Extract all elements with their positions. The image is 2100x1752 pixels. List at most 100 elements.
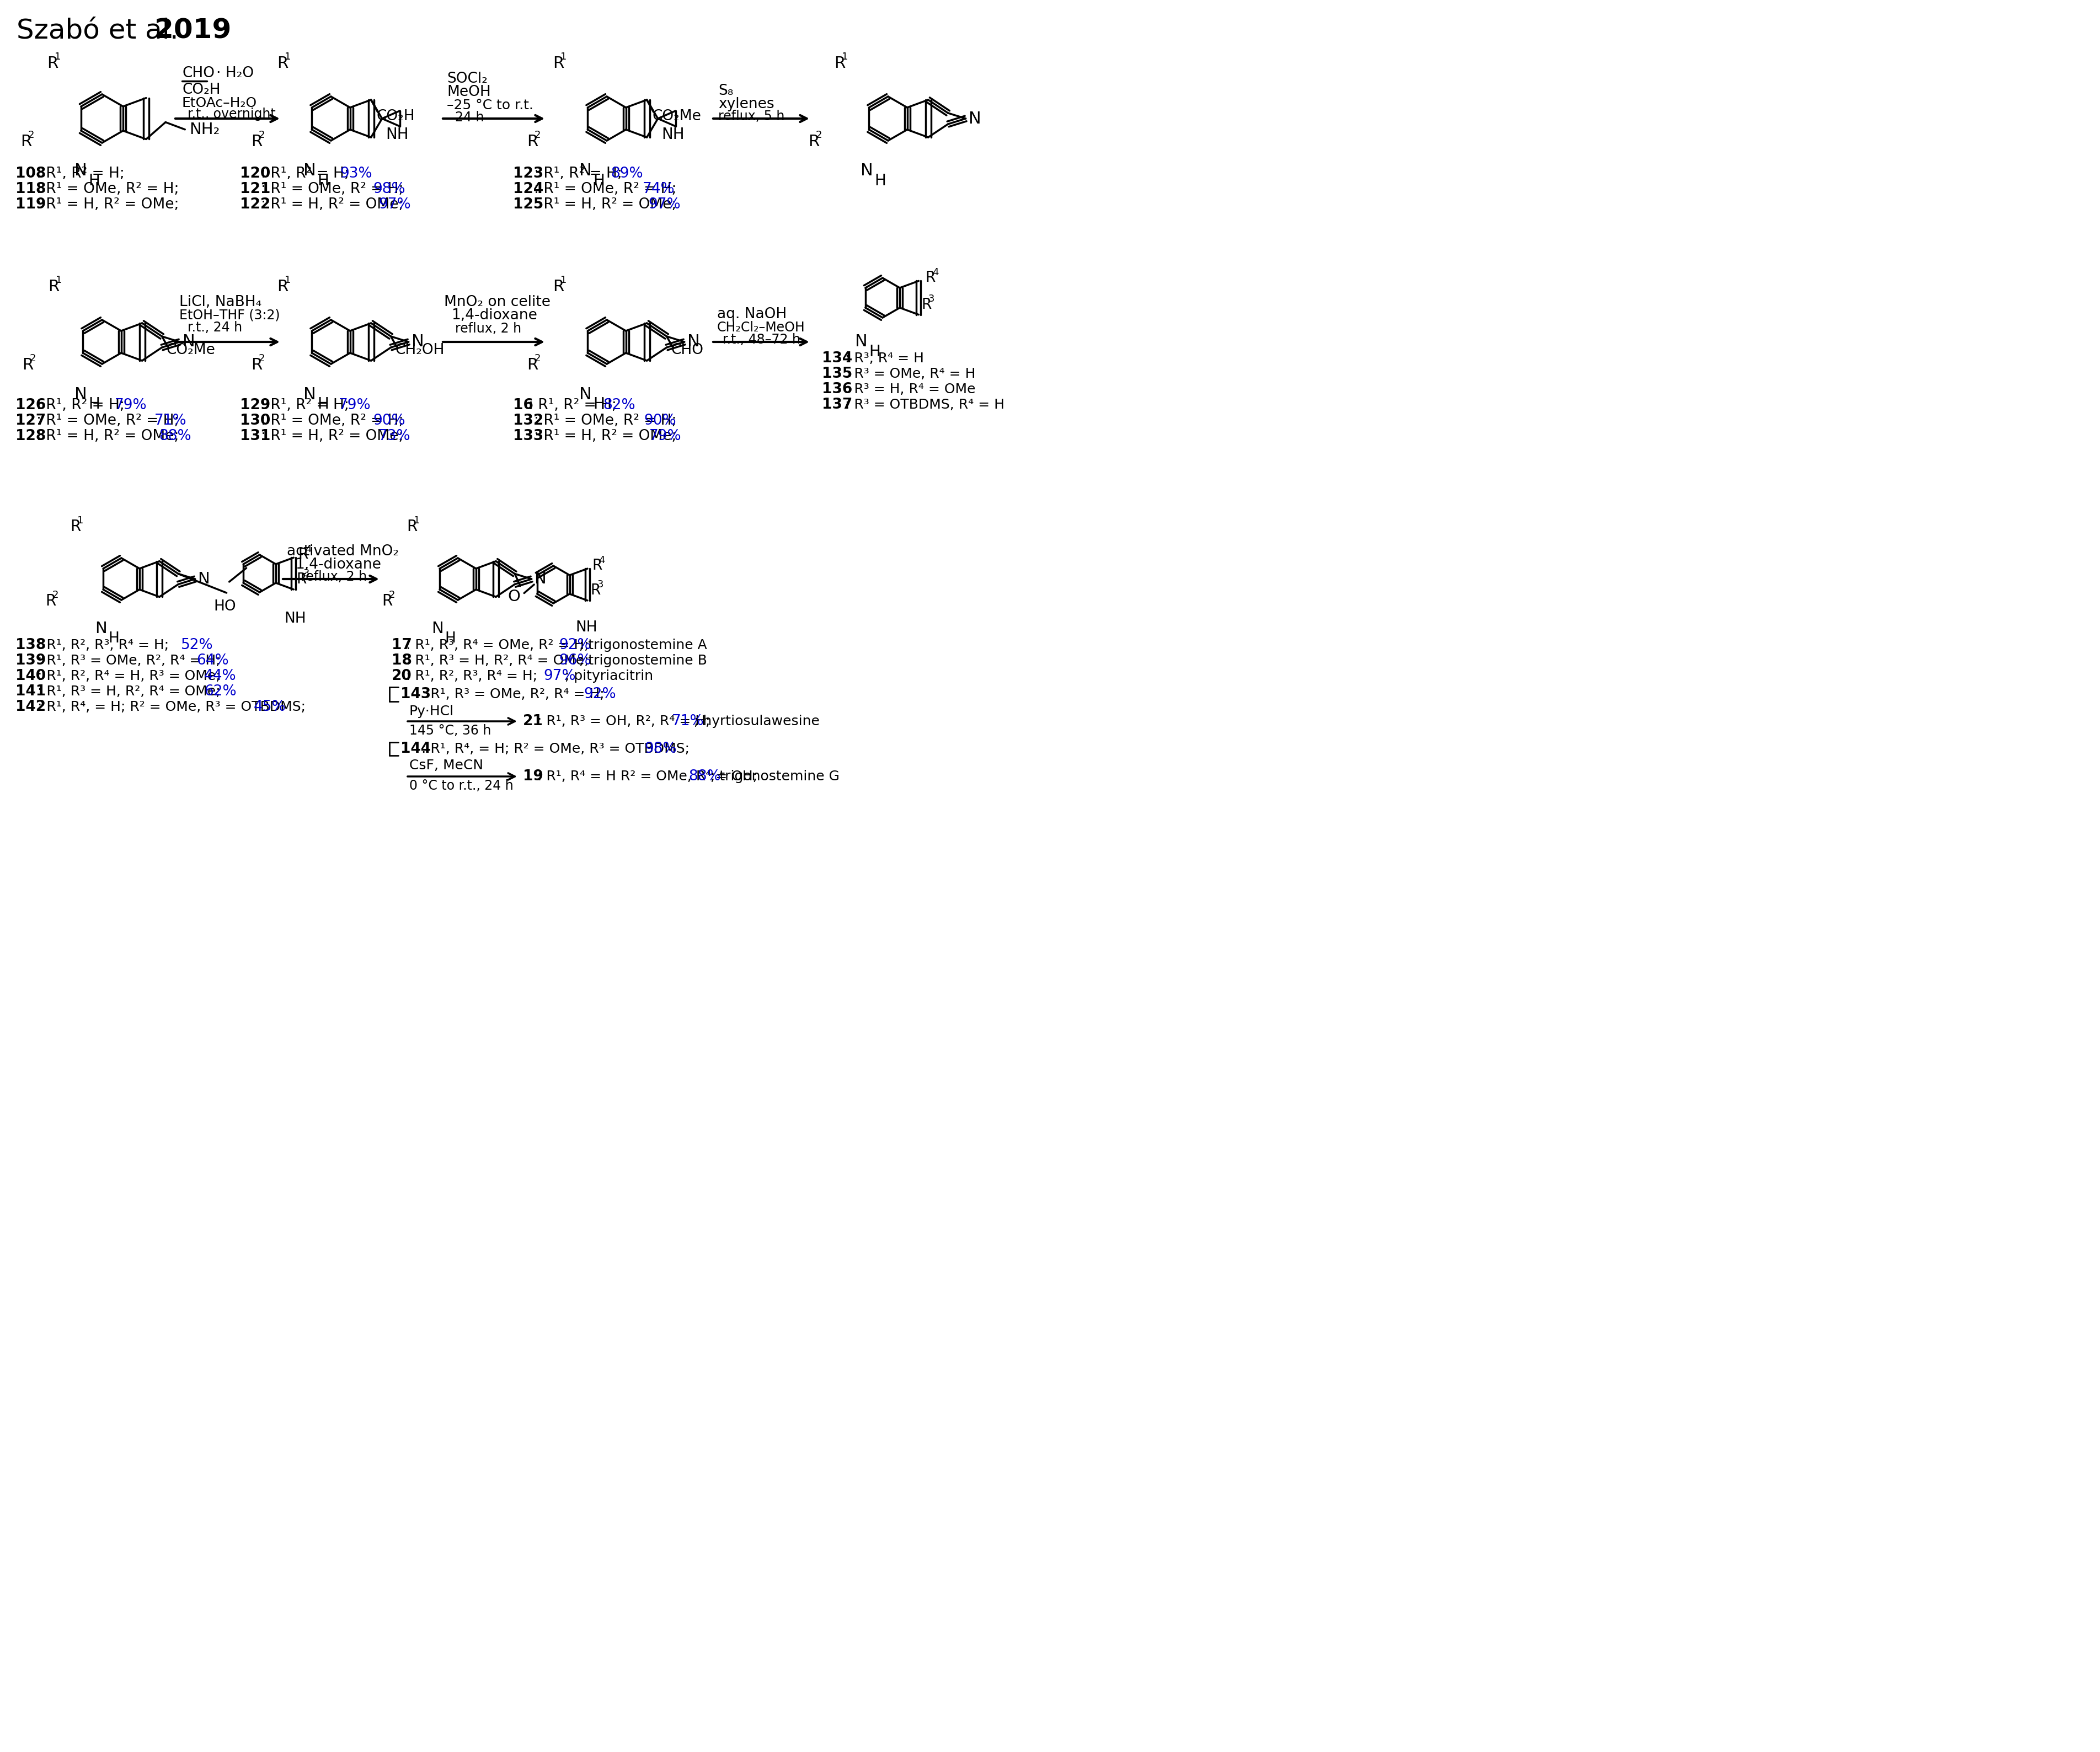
Text: N: N: [580, 385, 592, 403]
Text: R: R: [21, 133, 32, 149]
Text: : R¹, R³ = H, R², R⁴ = OMe;: : R¹, R³ = H, R², R⁴ = OMe;: [38, 685, 225, 697]
Text: CO₂H: CO₂H: [183, 82, 221, 96]
Text: 2: 2: [53, 590, 59, 599]
Text: 126: 126: [15, 398, 46, 412]
Text: H: H: [874, 173, 886, 189]
Text: R: R: [277, 279, 288, 294]
Text: : R¹ = OMe, R² = H;: : R¹ = OMe, R² = H;: [533, 182, 680, 196]
Text: CH₂OH: CH₂OH: [395, 343, 445, 357]
Text: R: R: [252, 133, 262, 149]
Text: R: R: [552, 279, 565, 294]
Text: N: N: [430, 620, 443, 636]
Text: R: R: [382, 594, 393, 608]
Text: 79%: 79%: [338, 398, 372, 412]
Text: : R¹ = OMe, R² = H;: : R¹ = OMe, R² = H;: [260, 182, 407, 196]
Text: CsF, MeCN: CsF, MeCN: [410, 759, 483, 773]
Text: R: R: [46, 56, 59, 72]
Text: reflux, 2 h: reflux, 2 h: [300, 569, 367, 583]
Text: HO: HO: [214, 599, 235, 613]
Text: NH: NH: [575, 620, 596, 634]
Text: CH₂Cl₂–MeOH: CH₂Cl₂–MeOH: [716, 321, 804, 335]
Text: R: R: [298, 548, 309, 562]
Text: 1,4-dioxane: 1,4-dioxane: [452, 308, 538, 322]
Text: –25 °C to r.t.: –25 °C to r.t.: [447, 98, 533, 112]
Text: 16: 16: [512, 398, 533, 412]
Text: R: R: [69, 519, 80, 534]
Text: 137: 137: [821, 398, 853, 412]
Text: : R¹, R² = H;: : R¹, R² = H;: [533, 166, 626, 180]
Text: H: H: [88, 396, 101, 412]
Text: Py·HCl: Py·HCl: [410, 704, 454, 718]
Text: 130: 130: [239, 413, 271, 427]
Text: CHO: CHO: [183, 67, 214, 81]
Text: : R¹, R³ = OMe, R², R⁴ = H;: : R¹, R³ = OMe, R², R⁴ = H;: [38, 653, 225, 668]
Text: 90%: 90%: [374, 413, 405, 427]
Text: 97%: 97%: [544, 669, 575, 683]
Text: 134: 134: [821, 352, 853, 366]
Text: r.t., overnight: r.t., overnight: [187, 107, 275, 121]
Text: 97%: 97%: [649, 198, 680, 212]
Text: NH: NH: [662, 126, 685, 142]
Text: R: R: [527, 357, 538, 373]
Text: 71%: 71%: [672, 715, 704, 729]
Text: ; trigonostemine A: ; trigonostemine A: [580, 638, 708, 652]
Text: 1,4-dioxane: 1,4-dioxane: [296, 557, 380, 571]
Text: ; trigonostemine B: ; trigonostemine B: [580, 653, 708, 668]
Text: 4: 4: [598, 555, 605, 566]
Text: 121: 121: [239, 182, 271, 196]
Text: 45%: 45%: [254, 699, 286, 715]
Text: : R¹ = H, R² = OMe;: : R¹ = H, R² = OMe;: [260, 198, 407, 212]
Text: xylenes: xylenes: [718, 96, 775, 112]
Text: S₈: S₈: [718, 84, 733, 98]
Text: 93%: 93%: [340, 166, 372, 180]
Text: H: H: [317, 396, 330, 412]
Text: · H₂O: · H₂O: [216, 67, 254, 81]
Text: NH: NH: [284, 611, 307, 625]
Text: 131: 131: [239, 429, 271, 443]
Text: 21: 21: [523, 715, 544, 729]
Text: reflux, 2 h: reflux, 2 h: [456, 322, 521, 335]
Text: EtOH–THF (3:2): EtOH–THF (3:2): [179, 308, 279, 322]
Text: : R¹ = H, R² = OMe;: : R¹ = H, R² = OMe;: [260, 429, 407, 443]
Text: : R¹ = H, R² = OMe;: : R¹ = H, R² = OMe;: [36, 198, 179, 212]
Text: 1: 1: [55, 53, 61, 61]
Text: ; pityriacitrin: ; pityriacitrin: [565, 669, 653, 683]
Text: 88%: 88%: [160, 429, 191, 443]
Text: : R¹, R², R³, R⁴ = H;: : R¹, R², R³, R⁴ = H;: [405, 669, 542, 683]
Text: 0 °C to r.t., 24 h: 0 °C to r.t., 24 h: [410, 780, 512, 792]
Text: 2: 2: [533, 354, 540, 364]
Text: 120: 120: [239, 166, 271, 180]
Text: N: N: [74, 163, 86, 179]
Text: 98%: 98%: [374, 182, 405, 196]
Text: : R³, R⁴ = H: : R³, R⁴ = H: [844, 352, 924, 364]
Text: 71%: 71%: [155, 413, 187, 427]
Text: 3: 3: [596, 580, 603, 590]
Text: : R¹, R³ = H, R², R⁴ = OMe;: : R¹, R³ = H, R², R⁴ = OMe;: [405, 653, 594, 668]
Text: 140: 140: [15, 669, 46, 683]
Text: : R¹ = OMe, R² = H;: : R¹ = OMe, R² = H;: [260, 413, 407, 427]
Text: CHO: CHO: [672, 343, 704, 357]
Text: NH₂: NH₂: [189, 121, 221, 137]
Text: 24 h: 24 h: [456, 110, 483, 124]
Text: : R¹, R², R³, R⁴ = H;: : R¹, R², R³, R⁴ = H;: [38, 638, 174, 652]
Text: H: H: [592, 396, 605, 412]
Text: 132: 132: [512, 413, 544, 427]
Text: 2: 2: [815, 130, 821, 140]
Text: R: R: [552, 56, 565, 72]
Text: 96%: 96%: [559, 653, 590, 668]
Text: R: R: [922, 298, 932, 312]
Text: : R¹ = H, R² = OMe;: : R¹ = H, R² = OMe;: [533, 429, 680, 443]
Text: O: O: [508, 589, 521, 604]
Text: N: N: [687, 335, 699, 350]
Text: N: N: [855, 335, 867, 350]
Text: NH: NH: [386, 126, 407, 142]
Text: CO₂Me: CO₂Me: [653, 109, 701, 124]
Text: H: H: [869, 343, 880, 359]
Text: 17: 17: [391, 638, 412, 652]
Text: activated MnO₂: activated MnO₂: [288, 545, 399, 559]
Text: 19: 19: [523, 769, 544, 783]
Text: N: N: [74, 385, 86, 403]
Text: EtOAc–H₂O: EtOAc–H₂O: [183, 96, 256, 110]
Text: 4: 4: [932, 268, 939, 277]
Text: 143: 143: [401, 687, 430, 701]
